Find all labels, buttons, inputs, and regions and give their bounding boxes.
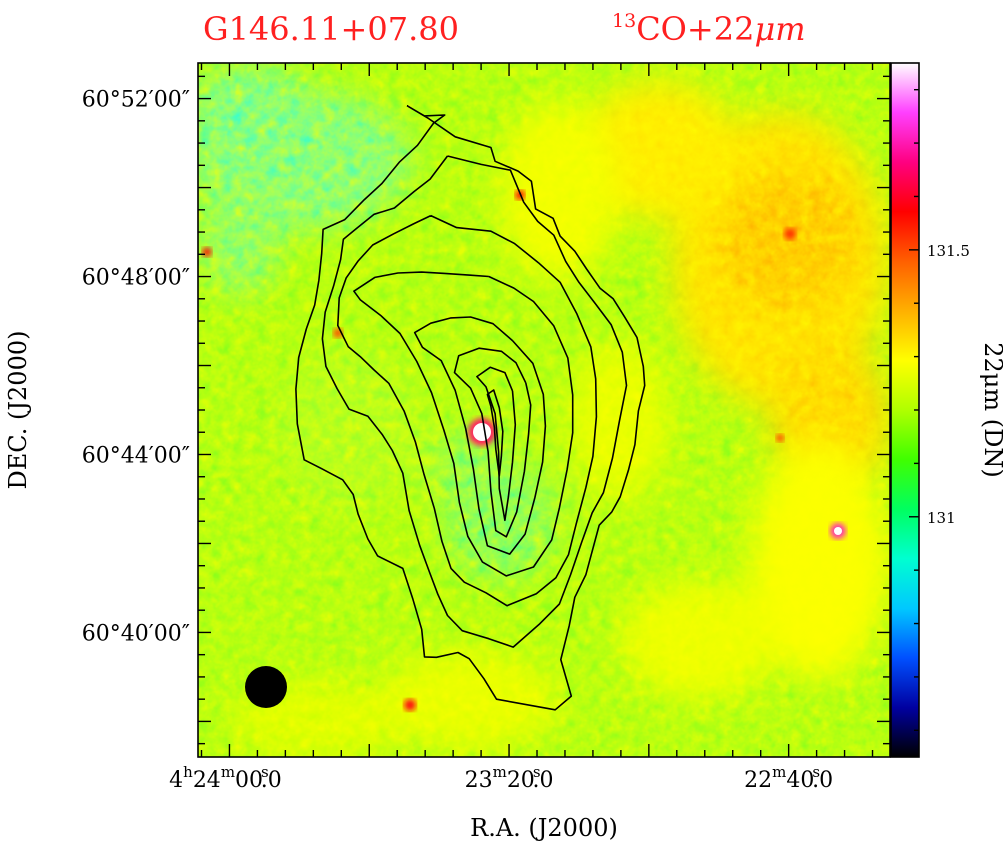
colorbar-label: 22μm (DN): [979, 342, 1003, 478]
y-tick-label-3: 60°40′00″: [82, 621, 190, 646]
chart-title-lines: 13CO+22μm: [612, 10, 806, 48]
contour-level-7: [476, 366, 517, 522]
contour-level-8: [486, 389, 504, 477]
title-superscript: 13: [612, 10, 636, 32]
y-tick-label-1: 60°48′00″: [82, 266, 190, 291]
contour-level-6: [453, 347, 532, 538]
x-tick-label-0: 4h24m00s.0: [169, 763, 282, 793]
title-line-text: CO+22: [636, 10, 754, 48]
contour-level-4: [353, 271, 574, 577]
title-line-unit: μm: [754, 10, 805, 48]
colorbar-ticks: 131 131.5: [909, 88, 970, 732]
beam-disc: [245, 666, 287, 708]
y-axis-tick-labels: 60°52′00″ 60°48′00″ 60°44′00″ 60°40′00″: [82, 88, 190, 647]
contour-level-5: [413, 316, 547, 555]
x-axis-ticks: [200, 63, 874, 757]
intensity-map: [198, 63, 890, 757]
colorbar-tick-label-0: 131: [927, 509, 956, 527]
chart-title-source: G146.11+07.80: [203, 10, 459, 48]
contour-level-3: [337, 214, 598, 607]
contour-lines: [295, 105, 646, 711]
y-tick-label-2: 60°44′00″: [82, 443, 190, 468]
x-axis-label: R.A. (J2000): [470, 814, 618, 842]
contour-level-2: [321, 155, 628, 648]
y-axis-label: DEC. (J2000): [4, 331, 32, 490]
x-tick-label-2: 22m40s.0: [744, 763, 833, 793]
x-tick-label-1: 23m20s.0: [465, 763, 554, 793]
colorbar-tick-label-1: 131.5: [927, 242, 970, 260]
y-axis-ticks: [198, 75, 890, 745]
contour-level-1: [295, 105, 646, 711]
x-axis-tick-labels: 4h24m00s.0 23m20s.0 22m40s.0: [169, 763, 833, 793]
y-tick-label-0: 60°52′00″: [82, 88, 190, 113]
point-sources: [202, 190, 846, 711]
